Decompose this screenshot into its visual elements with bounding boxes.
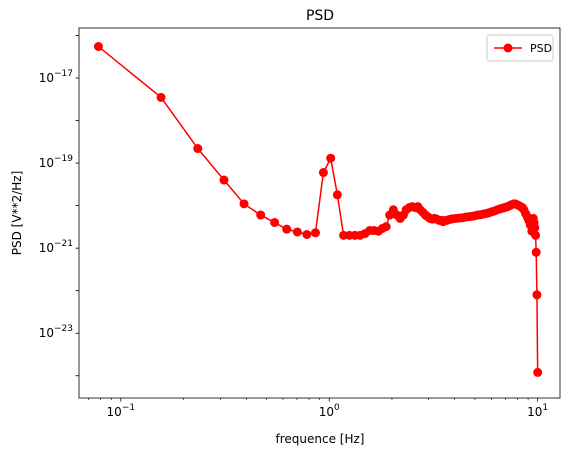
legend-label-psd: PSD (530, 42, 552, 55)
data-point (532, 290, 542, 300)
series-group (93, 42, 543, 377)
y-tick-label: 10−17 (39, 69, 73, 85)
data-point (318, 168, 328, 178)
chart-title: PSD (306, 8, 334, 24)
x-tick-label: 101 (527, 403, 548, 419)
data-point (256, 210, 266, 220)
data-point (302, 229, 312, 239)
x-tick-label: 100 (319, 403, 340, 419)
data-point (533, 367, 543, 377)
y-tick-label: 10−23 (39, 324, 73, 340)
data-point (381, 222, 391, 232)
data-point (310, 228, 320, 238)
data-point (332, 190, 342, 200)
data-point (219, 175, 229, 185)
data-point (282, 224, 292, 234)
x-tick-label: 10−1 (107, 403, 136, 419)
y-axis-label: PSD [V**2/Hz] (10, 171, 24, 255)
data-point (292, 227, 302, 237)
data-point (239, 199, 249, 209)
y-axis: 10−23 10−21 10−19 10−17 (39, 35, 79, 377)
data-point (156, 92, 166, 102)
data-point (531, 230, 541, 240)
legend-marker (503, 43, 513, 53)
plot-area (78, 27, 561, 399)
data-point (193, 144, 203, 154)
data-point (531, 247, 541, 257)
y-tick-label: 10−21 (39, 239, 73, 255)
data-point (326, 153, 336, 163)
x-axis-label: frequence [Hz] (276, 432, 365, 446)
data-point (270, 218, 280, 228)
y-tick-label: 10−19 (39, 154, 74, 170)
data-point (93, 42, 103, 52)
legend: PSD (486, 34, 554, 62)
data-point (530, 223, 540, 233)
x-axis: 10−1 100 101 (88, 398, 548, 419)
